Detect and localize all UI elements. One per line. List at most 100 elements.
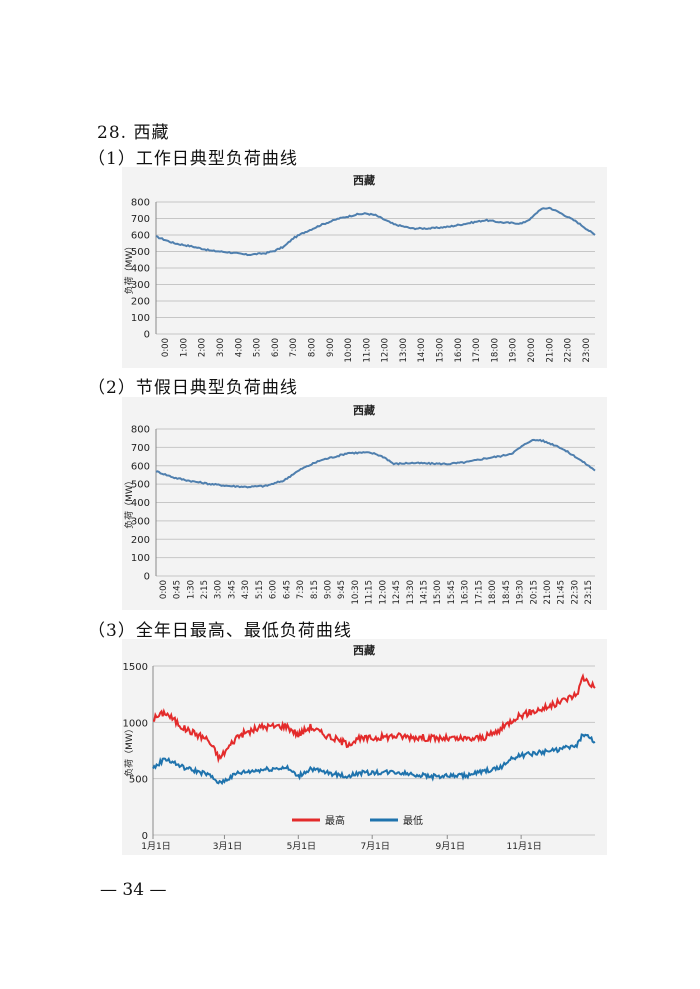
- y-tick-label: 1500: [123, 662, 148, 673]
- x-tick-label: 19:00: [509, 338, 519, 363]
- legend-label: 最高: [325, 814, 345, 827]
- y-tick-label: 100: [131, 553, 150, 564]
- x-tick-label: 15:45: [447, 580, 457, 605]
- y-tick-label: 700: [131, 214, 150, 225]
- x-tick-label: 18:45: [502, 580, 512, 605]
- x-tick-label: 21:45: [557, 580, 567, 605]
- y-tick-label: 500: [131, 247, 150, 258]
- x-tick-label: 0:00: [161, 338, 171, 357]
- x-tick-label: 3:00: [216, 338, 226, 357]
- workday-load-chart: 西藏 0 100 200 300 400 500 600 700 800 负荷（MW） 0:00 1:0…: [122, 167, 607, 368]
- max-load-series: [153, 672, 596, 764]
- x-tick-label: 19:30: [516, 580, 526, 605]
- y-tick-label: 600: [131, 231, 150, 242]
- x-tick-label: 17:00: [472, 338, 482, 363]
- y-axis-label: 负荷（MW）: [123, 242, 135, 295]
- x-tick-label: 17:15: [474, 580, 484, 605]
- y-tick-label: 1000: [123, 718, 148, 729]
- x-tick-label: 13:30: [406, 580, 416, 605]
- x-tick-label: 5月1日: [287, 841, 316, 852]
- load-curve: [155, 206, 596, 257]
- y-tick-label: 200: [131, 297, 150, 308]
- holiday-load-chart: 西藏 0 100 200 300 400 500 600 700 800 负荷（MW） 0:00 0:4…: [122, 397, 607, 610]
- y-tick-label: 200: [131, 535, 150, 546]
- x-tick-label: 21:00: [543, 580, 553, 605]
- x-tick-label: 1月1日: [141, 841, 170, 852]
- x-tick-label: 3:00: [214, 580, 224, 599]
- x-tick-label: 2:15: [200, 580, 210, 599]
- subtitle-annual: （3）全年日最高、最低负荷曲线: [88, 621, 352, 641]
- x-tick-label: 11:15: [365, 580, 375, 605]
- annual-load-chart: 西藏 0 500 1000 1500 负荷（MW） 1月1日 3月1日 5月1日 7月1日 9月1日…: [122, 639, 607, 855]
- y-tick-label: 600: [131, 461, 150, 472]
- x-tick-label: 22:30: [570, 580, 580, 605]
- x-tick-label: 3:45: [227, 580, 237, 599]
- x-tick-label: 7:30: [296, 580, 306, 599]
- subtitle-holiday: （2）节假日典型负荷曲线: [88, 378, 298, 398]
- x-tick-label: 3月1日: [213, 841, 242, 852]
- legend-label: 最低: [403, 814, 423, 827]
- annual-chart-svg: 西藏 0 500 1000 1500 负荷（MW） 1月1日 3月1日 5月1日 7月1日 9月1日…: [123, 643, 596, 852]
- min-load-series: [152, 733, 596, 786]
- x-tick-label: 14:15: [420, 580, 430, 605]
- x-tick-label: 8:00: [307, 338, 317, 357]
- x-tick-label: 14:00: [417, 338, 427, 363]
- x-tick-label: 6:00: [269, 580, 279, 599]
- x-tick-label: 18:00: [490, 338, 500, 363]
- load-curve: [155, 438, 596, 489]
- y-tick-label: 0: [144, 330, 150, 341]
- y-tick-label: 800: [131, 198, 150, 209]
- x-tick-label: 9:45: [337, 580, 347, 599]
- x-tick-label: 12:00: [381, 338, 391, 363]
- y-tick-label: 300: [131, 516, 150, 527]
- x-tick-label: 21:00: [545, 338, 555, 363]
- x-tick-label: 7:00: [289, 338, 299, 357]
- y-tick-label: 500: [129, 775, 148, 786]
- x-tick-label: 4:00: [234, 338, 244, 357]
- x-tick-label: 10:30: [351, 580, 361, 605]
- subtitle-workday: （1）工作日典型负荷曲线: [88, 149, 298, 169]
- x-tick-label: 10:00: [344, 338, 354, 363]
- section-title: 28. 西藏: [97, 123, 170, 143]
- x-tick-label: 7月1日: [360, 841, 389, 852]
- y-tick-label: 300: [131, 280, 150, 291]
- x-tick-label: 15:00: [436, 338, 446, 363]
- x-tick-label: 4:30: [241, 580, 251, 599]
- x-tick-label: 6:45: [282, 580, 292, 599]
- chart-title: 西藏: [353, 403, 375, 417]
- y-tick-label: 400: [131, 264, 150, 275]
- y-tick-label: 700: [131, 443, 150, 454]
- x-tick-label: 15:00: [433, 580, 443, 605]
- x-tick-label: 5:00: [253, 338, 263, 357]
- y-tick-label: 100: [131, 313, 150, 324]
- x-tick-label: 9:00: [323, 580, 333, 599]
- x-tick-label: 18:00: [488, 580, 498, 605]
- x-tick-label: 1:30: [186, 580, 196, 599]
- x-tick-label: 20:00: [527, 338, 537, 363]
- x-tick-label: 0:45: [173, 580, 183, 599]
- x-tick-label: 9:00: [326, 338, 336, 357]
- page-number: — 34 —: [100, 880, 167, 900]
- holiday-chart-svg: 西藏 0 100 200 300 400 500 600 700 800 负荷（MW） 0:00 0:4…: [123, 403, 596, 605]
- x-tick-label: 16:30: [461, 580, 471, 605]
- y-tick-label: 0: [142, 831, 148, 842]
- y-axis-label: 负荷（MW）: [123, 724, 135, 777]
- x-tick-label: 9月1日: [436, 841, 465, 852]
- x-tick-label: 20:15: [529, 580, 539, 605]
- x-tick-label: 23:15: [584, 580, 594, 605]
- workday-chart-svg: 西藏 0 100 200 300 400 500 600 700 800 负荷（MW） 0:00 1:0…: [123, 173, 596, 363]
- x-tick-label: 1:00: [179, 338, 189, 357]
- y-axis-label: 负荷（MW）: [123, 476, 135, 529]
- x-tick-label: 16:00: [454, 338, 464, 363]
- x-tick-label: 12:00: [378, 580, 388, 605]
- x-tick-label: 8:15: [310, 580, 320, 599]
- x-tick-label: 22:00: [564, 338, 574, 363]
- x-tick-label: 2:00: [198, 338, 208, 357]
- x-tick-label: 13:00: [399, 338, 409, 363]
- y-tick-label: 500: [131, 480, 150, 491]
- x-tick-label: 5:15: [255, 580, 265, 599]
- x-tick-label: 6:00: [271, 338, 281, 357]
- y-tick-label: 0: [144, 572, 150, 583]
- x-tick-label: 23:00: [582, 338, 592, 363]
- chart-title: 西藏: [353, 173, 375, 187]
